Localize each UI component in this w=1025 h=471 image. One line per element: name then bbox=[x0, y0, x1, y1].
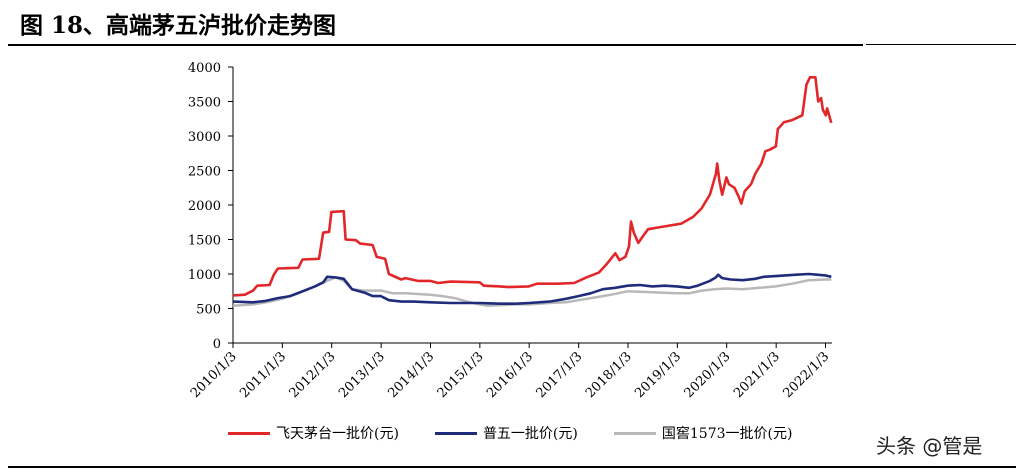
title-rule-right bbox=[866, 44, 1016, 45]
wuliangye-line bbox=[232, 272, 832, 305]
y-tick-label: 4000 bbox=[188, 61, 221, 76]
y-tick-label: 0 bbox=[213, 337, 221, 352]
y-tick-label: 500 bbox=[196, 303, 221, 318]
legend-label-wuliangye: 普五一批价(元) bbox=[482, 426, 578, 442]
legend-swatch-wuliangye bbox=[434, 431, 477, 435]
bottom-rule bbox=[8, 466, 1016, 468]
y-tick-label: 2500 bbox=[188, 165, 221, 180]
series-lines bbox=[232, 76, 833, 307]
axes bbox=[228, 66, 832, 348]
moutai-line bbox=[232, 76, 833, 297]
x-tick-label: 2021/1/3 bbox=[731, 349, 783, 401]
legend-item-guojiao: 国窖1573一批价(元) bbox=[613, 423, 793, 443]
y-tick-label: 2000 bbox=[188, 199, 221, 214]
x-tick-label: 2014/1/3 bbox=[385, 349, 437, 401]
y-tick-label: 1000 bbox=[188, 268, 221, 283]
figure-title: 图 18、高端茅五泸批价走势图 bbox=[20, 12, 337, 39]
legend-swatch-moutai bbox=[228, 431, 270, 435]
x-tick-label: 2022/1/3 bbox=[780, 349, 832, 401]
y-tick-label: 3500 bbox=[188, 96, 221, 111]
legend-swatch-guojiao bbox=[613, 431, 656, 435]
x-tick-label: 2010/1/3 bbox=[188, 349, 240, 401]
legend: 飞天茅台一批价(元) 普五一批价(元) 国窖1573一批价(元) bbox=[228, 423, 828, 443]
legend-item-moutai: 飞天茅台一批价(元) bbox=[228, 423, 399, 443]
x-tick-label: 2016/1/3 bbox=[484, 349, 536, 401]
y-tick-label: 3000 bbox=[188, 130, 221, 145]
legend-label-moutai: 飞天茅台一批价(元) bbox=[276, 426, 399, 442]
x-tick-label: 2013/1/3 bbox=[336, 349, 388, 401]
x-tick-labels: 2010/1/32011/1/32012/1/32013/1/32014/1/3… bbox=[188, 349, 832, 401]
x-tick-label: 2018/1/3 bbox=[583, 349, 635, 401]
watermark-text: 头条 @管是 bbox=[876, 434, 983, 458]
x-tick-label: 2015/1/3 bbox=[435, 349, 487, 401]
x-tick-label: 2011/1/3 bbox=[237, 349, 289, 401]
x-tick-label: 2020/1/3 bbox=[682, 349, 734, 401]
y-tick-label: 1500 bbox=[188, 234, 221, 249]
legend-item-wuliangye: 普五一批价(元) bbox=[434, 423, 578, 443]
x-tick-label: 2019/1/3 bbox=[632, 349, 684, 401]
x-tick-label: 2017/1/3 bbox=[534, 349, 586, 401]
legend-label-guojiao: 国窖1573一批价(元) bbox=[661, 426, 793, 442]
y-tick-labels: 0 500 1000 1500 2000 2500 3000 3500 4000 bbox=[188, 61, 221, 352]
x-tick-label: 2012/1/3 bbox=[287, 349, 339, 401]
title-rule bbox=[8, 44, 863, 46]
